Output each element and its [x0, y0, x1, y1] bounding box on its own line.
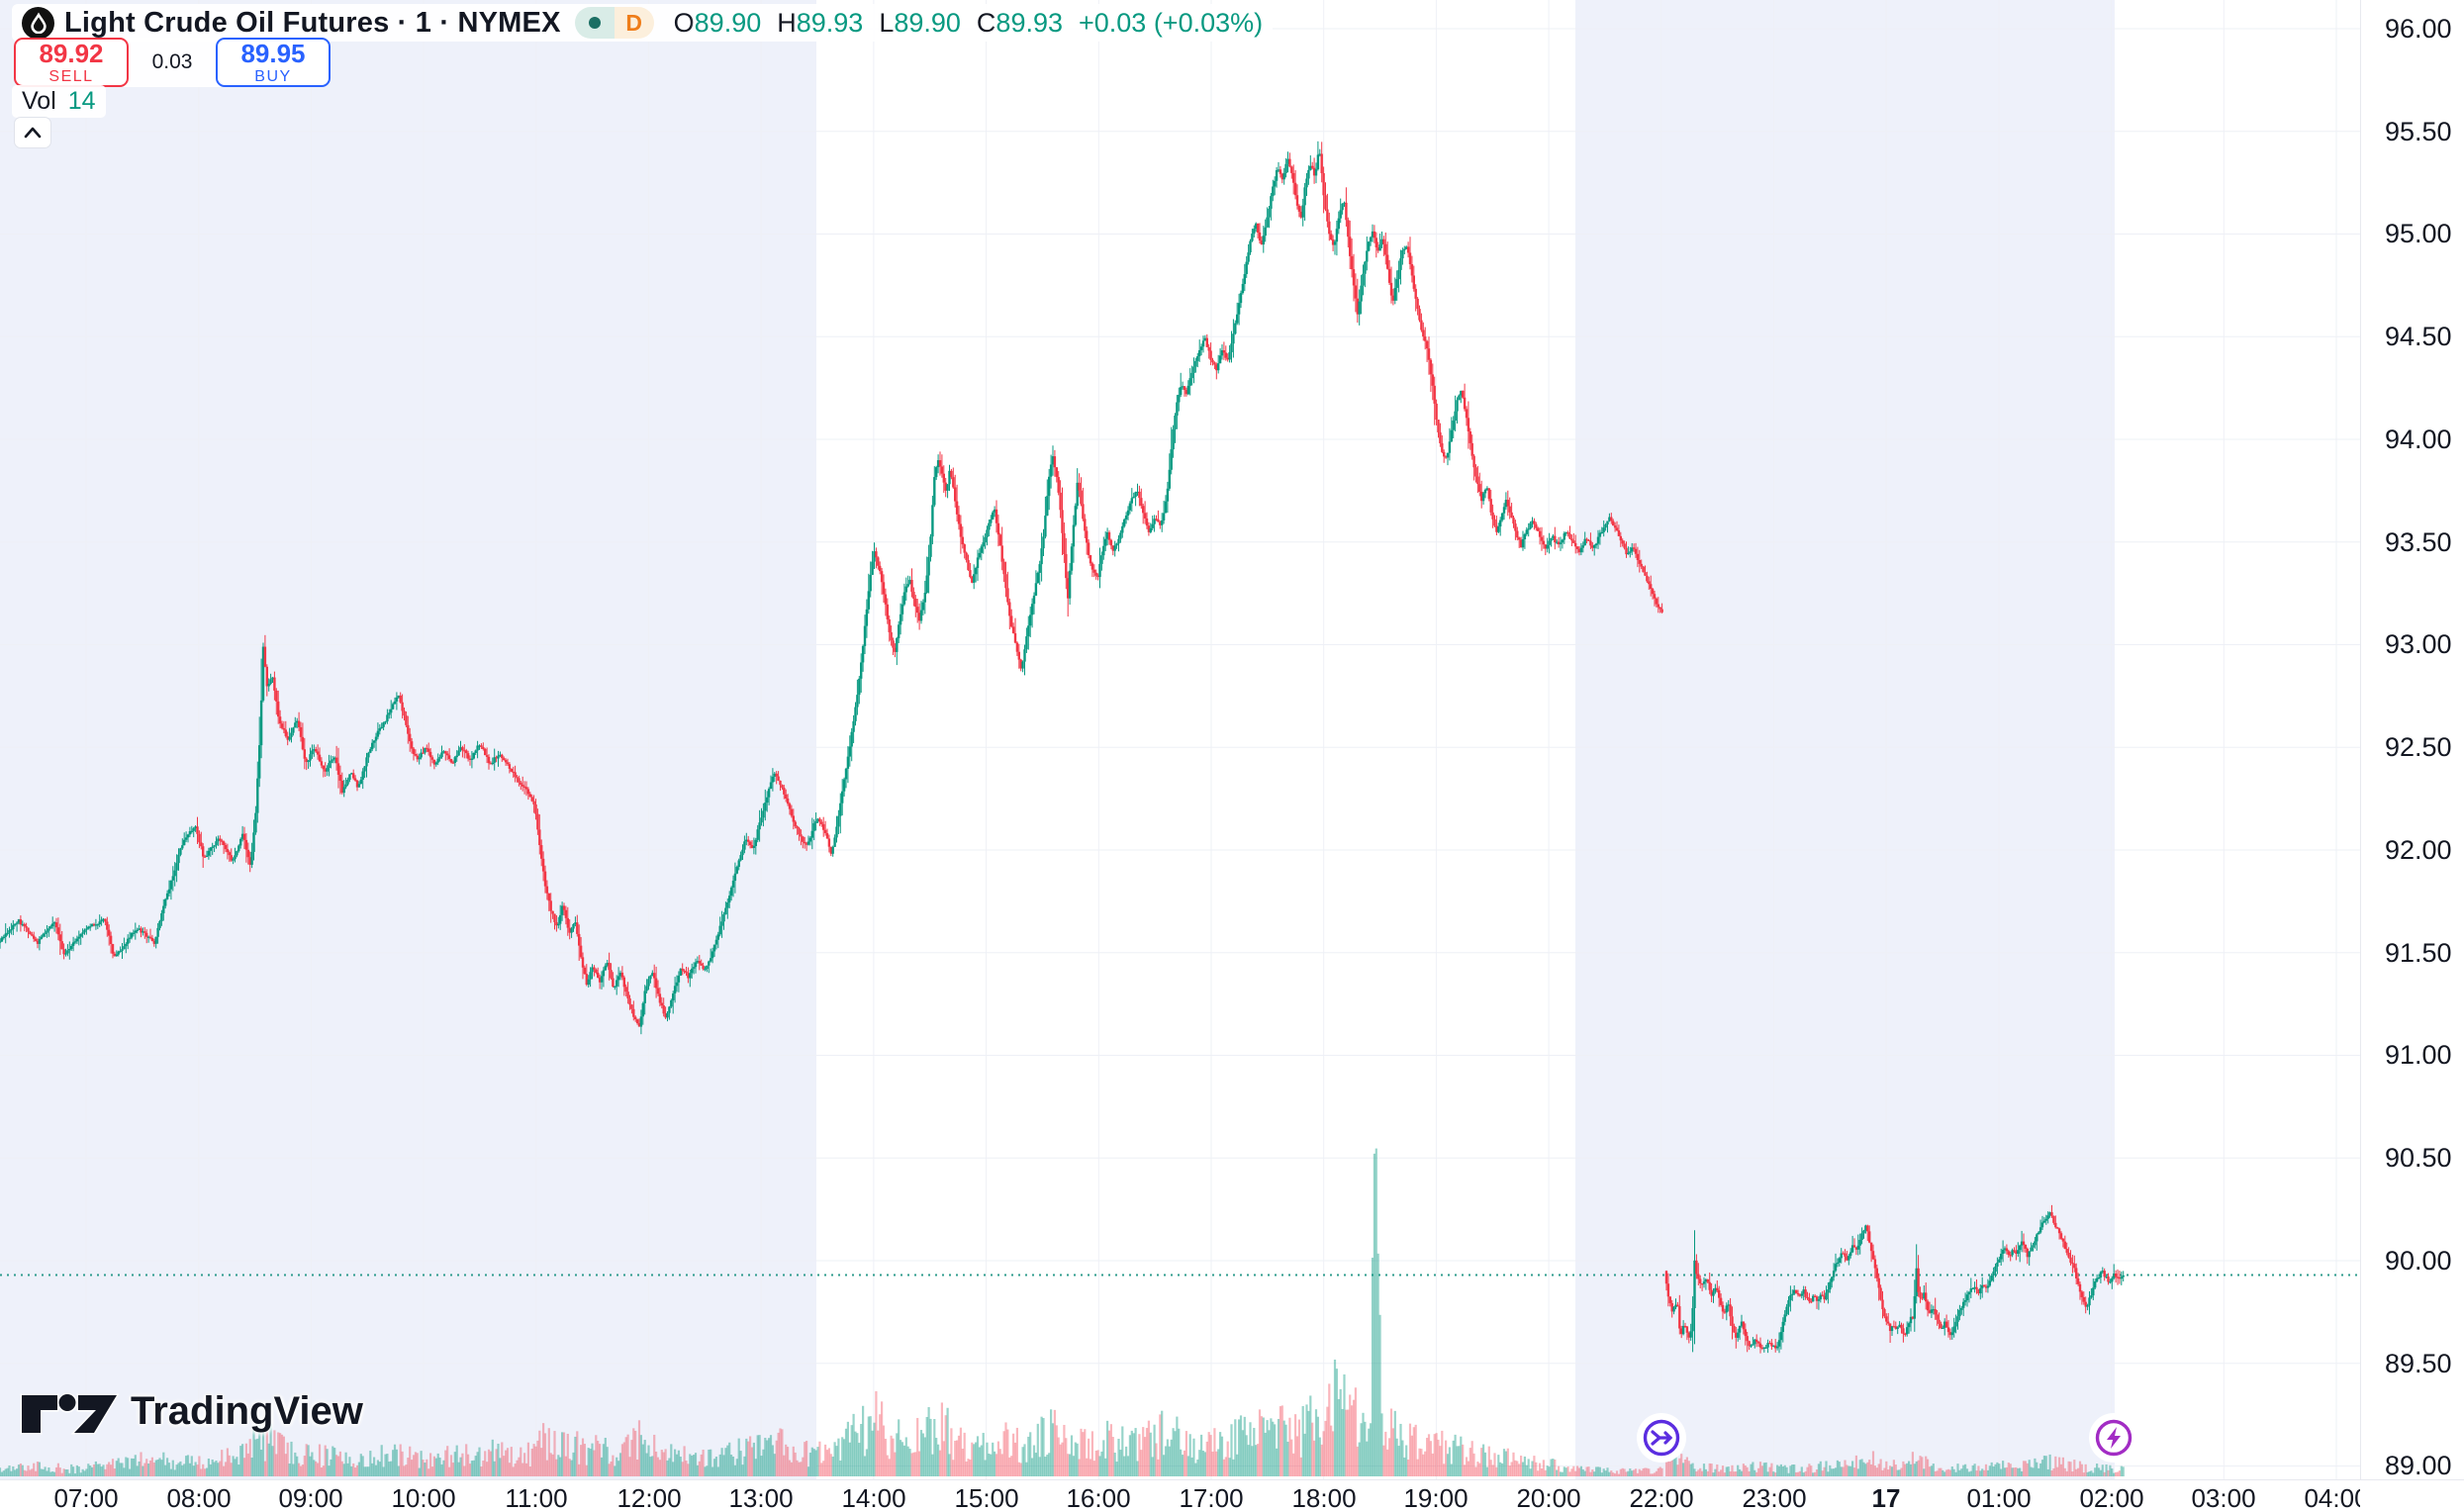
- time-axis-label: 03:00: [2191, 1483, 2256, 1512]
- session-break-icon[interactable]: [1640, 1416, 1683, 1460]
- chevron-up-icon: [24, 127, 42, 139]
- ohlc-open: O89.90: [673, 7, 762, 38]
- sell-price: 89.92: [39, 38, 104, 68]
- price-axis-label: 92.00: [2385, 835, 2452, 865]
- buy-label: BUY: [254, 67, 292, 85]
- merge-arrow-icon: [1643, 1419, 1680, 1457]
- price-axis-label: 90.50: [2385, 1143, 2452, 1173]
- time-axis-label: 17: [1871, 1483, 1901, 1512]
- symbol-header: Light Crude Oil Futures · 1 · NYMEX D O8…: [12, 4, 1274, 42]
- time-axis-label: 07:00: [53, 1483, 119, 1512]
- time-axis-label: 04:00: [2304, 1483, 2360, 1512]
- tradingview-logo[interactable]: TradingView: [20, 1387, 363, 1435]
- ohlc-close: C89.93: [976, 7, 1063, 38]
- interval-toggle[interactable]: D: [574, 7, 654, 39]
- price-axis-label: 96.00: [2385, 14, 2452, 44]
- time-axis-label: 17:00: [1179, 1483, 1244, 1512]
- time-axis-label: 14:00: [841, 1483, 906, 1512]
- oil-drop-icon: [22, 6, 54, 40]
- tradingview-logo-text: TradingView: [131, 1388, 363, 1433]
- volume-label: Vol: [22, 87, 56, 115]
- time-axis-label: 22:00: [1629, 1483, 1694, 1512]
- buy-button[interactable]: 89.95 BUY: [216, 38, 331, 87]
- time-axis-label: 08:00: [166, 1483, 232, 1512]
- price-axis-label: 92.50: [2385, 732, 2452, 762]
- volume-indicator-legend[interactable]: Vol 14: [12, 85, 106, 118]
- price-axis-label: 89.00: [2385, 1451, 2452, 1480]
- collapse-legend-button[interactable]: [14, 117, 51, 148]
- price-axis-label: 89.50: [2385, 1349, 2452, 1378]
- time-axis[interactable]: 07:00 08:00 09:00 10:00 11:00 12:00 13:00 14:00…: [0, 1479, 2360, 1512]
- spread-value: 0.03: [151, 50, 193, 73]
- time-axis-label: 16:00: [1066, 1483, 1131, 1512]
- buy-price: 89.95: [240, 38, 306, 68]
- price-axis-label: 94.00: [2385, 425, 2452, 454]
- chart-canvas[interactable]: TradingView: [0, 0, 2360, 1479]
- time-axis-label: 02:00: [2079, 1483, 2144, 1512]
- session-dot-toggle[interactable]: [574, 7, 615, 39]
- time-axis-label: 18:00: [1291, 1483, 1357, 1512]
- time-axis-label: 01:00: [1966, 1483, 2032, 1512]
- sell-button[interactable]: 89.92 SELL: [14, 38, 129, 87]
- lightning-icon: [2095, 1419, 2132, 1457]
- symbol-title[interactable]: Light Crude Oil Futures · 1 · NYMEX: [64, 6, 561, 39]
- price-axis-label: 93.00: [2385, 629, 2452, 659]
- time-axis-label: 12:00: [616, 1483, 682, 1512]
- time-axis-label: 11:00: [505, 1483, 568, 1512]
- time-axis-label: 09:00: [278, 1483, 343, 1512]
- price-axis-label: 95.00: [2385, 219, 2452, 248]
- price-axis-label: 91.50: [2385, 938, 2452, 968]
- session-dot-icon: [588, 17, 601, 29]
- ohlc-low: L89.90: [879, 7, 961, 38]
- ohlc-high: H89.93: [777, 7, 864, 38]
- time-axis-label: 20:00: [1516, 1483, 1581, 1512]
- price-axis[interactable]: 89.00 89.50 90.00 90.50 91.00 91.50 92.00 92.50…: [2360, 0, 2464, 1480]
- price-axis-label: 93.50: [2385, 527, 2452, 557]
- ohlc-values: O89.90 H89.93 L89.90 C89.93 +0.03 (+0.03…: [674, 8, 1264, 39]
- price-axis-label: 94.50: [2385, 322, 2452, 351]
- volume-value: 14: [67, 87, 96, 115]
- time-axis-label: 13:00: [728, 1483, 794, 1512]
- time-axis-label: 23:00: [1742, 1483, 1807, 1512]
- electronic-session-icon[interactable]: [2092, 1416, 2135, 1460]
- ohlc-change: +0.03 (+0.03%): [1079, 7, 1264, 38]
- time-axis-label: 10:00: [391, 1483, 456, 1512]
- price-axis-label: 95.50: [2385, 117, 2452, 146]
- price-axis-label: 90.00: [2385, 1246, 2452, 1276]
- sell-label: SELL: [48, 67, 94, 85]
- daily-interval-toggle[interactable]: D: [614, 7, 654, 39]
- axis-corner: [2360, 1479, 2464, 1512]
- time-axis-label: 19:00: [1403, 1483, 1469, 1512]
- time-axis-label: 15:00: [954, 1483, 1019, 1512]
- price-axis-label: 91.00: [2385, 1040, 2452, 1070]
- tradingview-logo-mark: [20, 1392, 119, 1435]
- candlestick-plot[interactable]: [0, 0, 2360, 1479]
- trade-panel: 89.92 SELL 0.03 89.95 BUY: [14, 38, 331, 87]
